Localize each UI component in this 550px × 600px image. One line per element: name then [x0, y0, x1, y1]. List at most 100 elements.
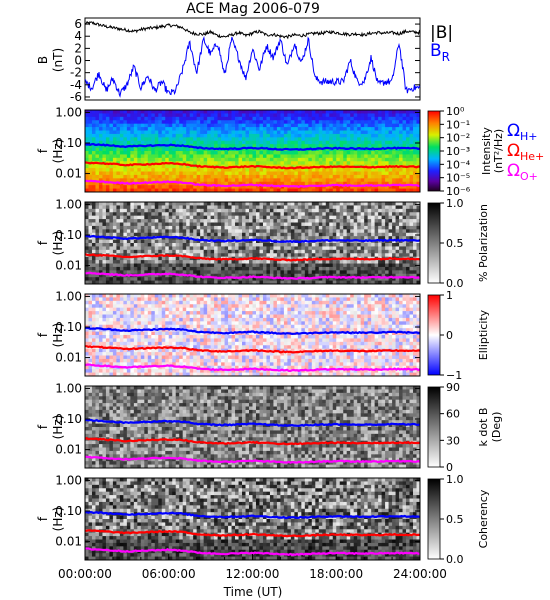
spectrogram-cell — [95, 219, 100, 223]
spectrogram-cell — [406, 116, 410, 121]
spectrogram-cell — [217, 140, 222, 145]
spectrogram-cell — [116, 317, 121, 322]
spectrogram-cell — [413, 212, 417, 217]
spectrogram-cell — [102, 260, 107, 264]
spectrogram-cell — [336, 130, 341, 135]
spectrogram-cell — [409, 280, 414, 285]
spectrogram-cell — [210, 116, 215, 121]
spectrogram-cell — [182, 133, 187, 138]
spectrogram-cell — [350, 174, 355, 179]
spectrogram-cell — [91, 147, 96, 152]
spectrogram-cell — [332, 260, 337, 264]
spectrogram-cell — [85, 181, 89, 186]
spectrogram-cell — [186, 154, 191, 159]
spectrogram-cell — [151, 151, 156, 155]
spectrogram-cell — [186, 164, 191, 169]
spectrogram-cell — [304, 270, 309, 275]
spectrogram-cell — [406, 246, 410, 251]
spectrogram-cell — [381, 113, 386, 118]
spectrogram-cell — [339, 273, 344, 278]
spectrogram-cell — [193, 253, 198, 258]
spectrogram-cell — [151, 273, 156, 278]
spectrogram-cell — [360, 280, 365, 285]
spectrogram-cell — [378, 260, 383, 264]
spectrogram-cell — [399, 174, 403, 179]
spectrogram-cell — [388, 113, 393, 118]
spectrogram-cell — [161, 263, 166, 268]
spectrogram-cell — [259, 171, 264, 176]
spectrogram-cell — [224, 120, 229, 125]
spectrogram-cell — [130, 147, 135, 152]
spectrogram-cell — [262, 185, 267, 189]
spectrogram-cell — [343, 137, 348, 142]
spectrogram-cell — [91, 130, 96, 135]
spectrogram-cell — [235, 280, 239, 285]
spectrogram-cell — [172, 277, 177, 281]
spectrogram-cell — [217, 229, 222, 234]
spectrogram-cell — [287, 116, 292, 121]
spectrogram-cell — [287, 236, 292, 240]
spectrogram-cell — [175, 232, 180, 237]
spectrogram-cell — [360, 253, 365, 258]
spectrogram-cell — [196, 168, 201, 172]
spectrogram-cell — [102, 335, 107, 339]
spectrogram-cell — [294, 140, 299, 145]
colorbar — [427, 110, 441, 192]
spectrogram-cell — [269, 188, 274, 193]
spectrogram-cell — [207, 151, 212, 155]
spectrogram-cell — [259, 147, 264, 152]
spectrogram-cell — [402, 212, 407, 217]
spectrogram-cell — [217, 168, 222, 172]
spectrogram-cell — [116, 311, 121, 315]
spectrogram-cell — [413, 263, 417, 268]
spectrogram-cell — [273, 140, 278, 145]
spectrogram-cell — [85, 338, 89, 343]
spectrogram-cell — [189, 168, 194, 172]
spectrogram-cell — [399, 219, 403, 223]
spectrogram-cell — [193, 225, 198, 230]
spectrogram-cell — [179, 171, 184, 176]
spectrogram-cell — [364, 113, 369, 118]
spectrogram-cell — [165, 130, 170, 135]
spectrogram-cell — [252, 168, 257, 172]
spectrogram-cell — [235, 120, 239, 125]
spectrogram-cell — [151, 205, 156, 210]
spectrogram-cell — [385, 277, 389, 281]
spectrogram-cell — [367, 263, 372, 268]
spectrogram-cell — [98, 321, 103, 326]
spectrogram-cell — [301, 133, 306, 138]
spectrogram-cell — [255, 120, 260, 125]
colorbar-tick-label: 10⁰ — [446, 105, 465, 118]
spectrogram-cell — [189, 243, 194, 247]
spectrogram-cell — [294, 144, 299, 148]
spectrogram-cell — [126, 168, 131, 172]
spectrogram-cell — [105, 348, 110, 353]
spectrogram-cell — [329, 243, 334, 247]
spectrogram-cell — [416, 127, 421, 131]
spectrogram-cell — [297, 154, 302, 159]
spectrogram-cell — [119, 263, 124, 268]
spectrogram-cell — [273, 212, 278, 217]
spectrogram-cell — [151, 154, 156, 159]
spectrogram-cell — [91, 328, 96, 332]
spectrogram-cell — [273, 256, 278, 261]
spectrogram-cell — [172, 219, 177, 223]
spectrogram-cell — [346, 246, 351, 251]
spectrogram-cell — [238, 270, 243, 275]
spectrogram-cell — [168, 120, 173, 125]
spectrogram-cell — [112, 280, 117, 285]
spectrogram-cell — [304, 280, 309, 285]
spectrogram-cell — [123, 215, 128, 220]
spectrogram-cell — [235, 123, 239, 128]
spectrogram-cell — [161, 154, 166, 159]
spectrogram-cell — [378, 154, 383, 159]
spectrogram-cell — [175, 147, 180, 152]
spectrogram-cell — [116, 345, 121, 350]
spectrogram-cell — [179, 277, 184, 281]
spectrogram-cell — [123, 123, 128, 128]
spectrogram-cell — [353, 113, 358, 118]
spectrogram-cell — [109, 232, 114, 237]
spectrogram-cell — [193, 178, 198, 183]
spectrogram-cell — [339, 127, 344, 131]
spectrogram-cell — [406, 215, 410, 220]
